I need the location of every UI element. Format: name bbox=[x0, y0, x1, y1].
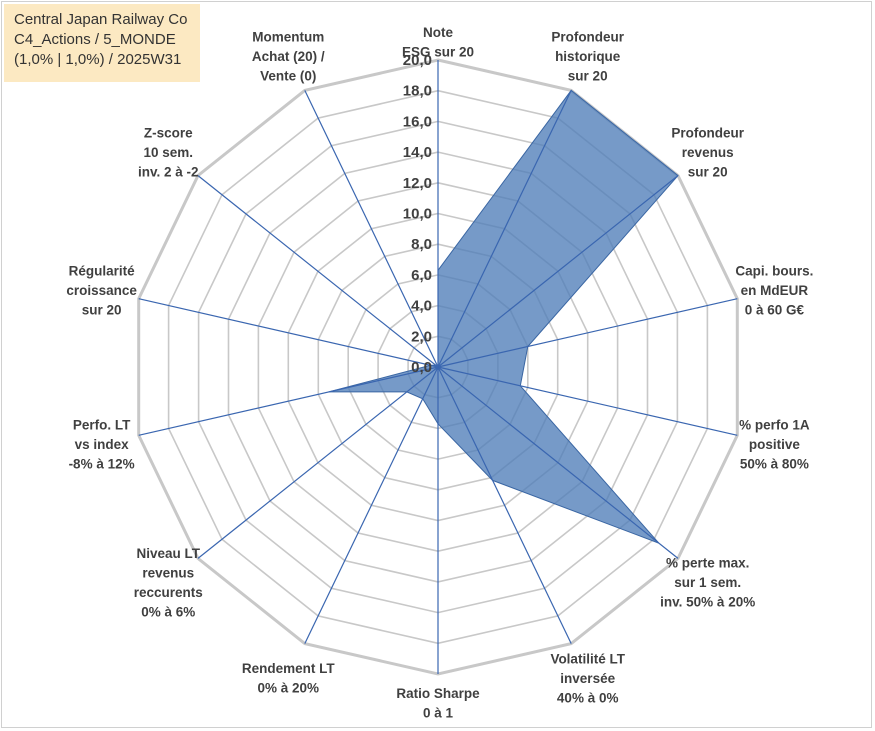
axis-label-13: Z-score 10 sem. inv. 2 à -2 bbox=[138, 125, 199, 179]
axis-label-7-line-3: 40% à 0% bbox=[557, 690, 619, 705]
tick-label-5: 10,0 bbox=[403, 206, 432, 223]
spoke-10 bbox=[197, 366, 439, 559]
axis-label-4-line-1: Capi. bours. bbox=[735, 264, 813, 279]
axis-label-12-line-2: croissance bbox=[66, 283, 137, 298]
tick-label-3: 6,0 bbox=[411, 267, 432, 284]
axis-label-4: Capi. bours. en MdEUR 0 à 60 G€ bbox=[735, 264, 813, 318]
axis-label-1-line-1: Note bbox=[423, 25, 453, 40]
axis-label-11: Perfo. LT vs index -8% à 12% bbox=[69, 417, 135, 471]
axis-label-14-line-3: Vente (0) bbox=[260, 69, 316, 84]
tick-label-10: 20,0 bbox=[403, 52, 432, 69]
axis-label-13-line-1: Z-score bbox=[144, 125, 193, 140]
axis-label-6-line-1: % perte max. bbox=[666, 556, 749, 571]
axis-label-9-line-1: Rendement LT bbox=[242, 661, 336, 676]
axis-label-1: Note ESG sur 20 bbox=[402, 25, 474, 60]
axis-label-10-line-1: Niveau LT bbox=[137, 546, 201, 561]
spoke-13 bbox=[197, 175, 439, 368]
spoke-12 bbox=[138, 298, 439, 368]
axis-label-11-line-1: Perfo. LT bbox=[73, 417, 131, 432]
axis-label-7: Volatilité LT inversée 40% à 0% bbox=[550, 651, 625, 705]
spoke-2 bbox=[437, 90, 572, 368]
axis-label-2-line-3: sur 20 bbox=[568, 69, 608, 84]
spoke-9 bbox=[304, 366, 439, 644]
axis-label-12: Régularité croissance sur 20 bbox=[66, 264, 137, 318]
axis-label-10-line-4: 0% à 6% bbox=[141, 604, 195, 619]
axis-label-10-line-2: revenus bbox=[142, 565, 194, 580]
title-box: Central Japan Railway Co C4_Actions / 5_… bbox=[4, 4, 200, 82]
spoke-14 bbox=[304, 90, 439, 368]
axis-label-5-line-1: % perfo 1A bbox=[739, 417, 810, 432]
spoke-11 bbox=[138, 366, 439, 436]
tick-label-2: 4,0 bbox=[411, 298, 432, 315]
tick-label-7: 14,0 bbox=[403, 144, 432, 161]
axis-label-5-line-2: positive bbox=[749, 437, 801, 452]
axis-label-4-line-2: en MdEUR bbox=[741, 283, 809, 298]
axis-label-6: % perte max. sur 1 sem. inv. 50% à 20% bbox=[660, 556, 755, 610]
axis-label-14-line-2: Achat (20) / bbox=[252, 49, 325, 64]
axis-label-1-line-2: ESG sur 20 bbox=[402, 45, 474, 60]
axis-label-3-line-3: sur 20 bbox=[688, 164, 728, 179]
axis-label-5-line-3: 50% à 80% bbox=[740, 456, 809, 471]
axis-label-10-line-3: reccurents bbox=[134, 585, 203, 600]
axis-label-13-line-2: 10 sem. bbox=[144, 145, 194, 160]
tick-label-4: 8,0 bbox=[411, 236, 432, 253]
axis-label-4-line-3: 0 à 60 G€ bbox=[745, 303, 805, 318]
axis-label-6-line-2: sur 1 sem. bbox=[674, 575, 741, 590]
axis-label-2-line-1: Profondeur bbox=[551, 30, 624, 45]
spoke-4 bbox=[437, 298, 738, 368]
axis-label-7-line-2: inversée bbox=[560, 671, 615, 686]
axis-label-12-line-3: sur 20 bbox=[82, 303, 122, 318]
axis-label-layer: Note ESG sur 20 Profondeur historique sur 20… bbox=[66, 25, 813, 721]
spoke-3 bbox=[437, 175, 679, 368]
tick-label-1: 2,0 bbox=[411, 328, 432, 345]
spoke-7 bbox=[437, 366, 572, 644]
axis-label-14-line-1: Momentum bbox=[252, 30, 324, 45]
axis-label-9: Rendement LT 0% à 20% bbox=[242, 661, 336, 696]
axis-label-2-line-2: historique bbox=[555, 49, 621, 64]
tick-label-9: 18,0 bbox=[403, 83, 432, 100]
axis-label-14: Momentum Achat (20) / Vente (0) bbox=[252, 30, 325, 84]
axis-label-5: % perfo 1A positive 50% à 80% bbox=[739, 417, 810, 471]
spoke-layer bbox=[138, 60, 738, 674]
axis-label-11-line-2: vs index bbox=[75, 437, 130, 452]
spoke-6 bbox=[437, 366, 679, 559]
axis-label-8-line-2: 0 à 1 bbox=[423, 706, 454, 721]
tick-label-0: 0,0 bbox=[411, 359, 432, 376]
axis-label-7-line-1: Volatilité LT bbox=[550, 651, 625, 666]
axis-label-10: Niveau LT revenus reccurents 0% à 6% bbox=[134, 546, 203, 620]
axis-label-6-line-3: inv. 50% à 20% bbox=[660, 595, 755, 610]
axis-label-12-line-1: Régularité bbox=[69, 264, 136, 279]
title-line-3: (1,0% | 1,0%) / 2025W31 bbox=[14, 51, 182, 68]
tick-label-6: 12,0 bbox=[403, 175, 432, 192]
axis-label-8: Ratio Sharpe 0 à 1 bbox=[396, 686, 480, 721]
axis-label-8-line-1: Ratio Sharpe bbox=[396, 686, 480, 701]
axis-label-3-line-1: Profondeur bbox=[671, 125, 744, 140]
tick-label-8: 16,0 bbox=[403, 113, 432, 130]
axis-label-11-line-3: -8% à 12% bbox=[69, 456, 135, 471]
tick-layer: 0,0 2,0 4,0 6,0 8,0 10,0 12,0 14,0 16,0 18,0 20,0 bbox=[403, 52, 432, 376]
axis-label-9-line-2: 0% à 20% bbox=[258, 681, 320, 696]
spoke-5 bbox=[437, 366, 738, 436]
axis-label-3: Profondeur revenus sur 20 bbox=[671, 125, 744, 179]
title-line-1: Central Japan Railway Co bbox=[14, 11, 188, 28]
title-line-2: C4_Actions / 5_MONDE bbox=[14, 31, 176, 48]
axis-label-2: Profondeur historique sur 20 bbox=[551, 30, 624, 84]
axis-label-3-line-2: revenus bbox=[682, 145, 734, 160]
axis-label-13-line-3: inv. 2 à -2 bbox=[138, 164, 199, 179]
